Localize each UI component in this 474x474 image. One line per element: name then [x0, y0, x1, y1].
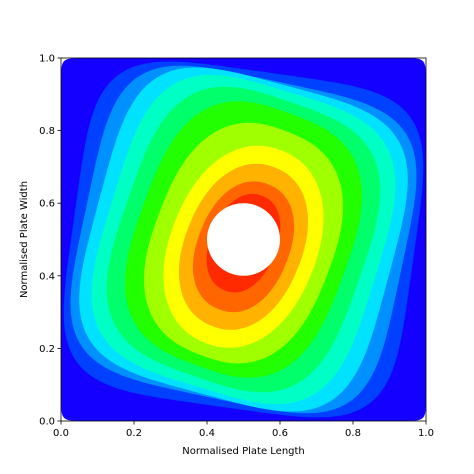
x-tick-label: 0.4 [199, 428, 215, 439]
x-tick-label: 0.2 [126, 428, 142, 439]
x-axis-ticks: 0.0 0.2 0.4 0.6 0.8 1.0 [53, 421, 434, 439]
plot-frame [60, 57, 427, 422]
x-axis-label: Normalised Plate Length [182, 446, 305, 457]
y-tick-label: 0.8 [39, 126, 55, 137]
y-axis-ticks: 0.0 0.2 0.4 0.6 0.8 1.0 [39, 54, 61, 428]
y-axis-label: Normalised Plate Width [19, 181, 30, 298]
y-tick-label: 0.6 [39, 199, 55, 210]
x-tick-label: 0.6 [272, 428, 288, 439]
plate-hole [207, 203, 280, 276]
x-tick-label: 0.0 [53, 428, 69, 439]
y-tick-label: 0.2 [39, 344, 55, 355]
y-tick-label: 0.0 [39, 417, 55, 428]
x-tick-label: 1.0 [418, 428, 434, 439]
contour-regions [61, 58, 426, 421]
y-tick-label: 0.4 [39, 271, 55, 282]
x-tick-label: 0.8 [345, 428, 361, 439]
y-tick-label: 1.0 [39, 54, 55, 65]
